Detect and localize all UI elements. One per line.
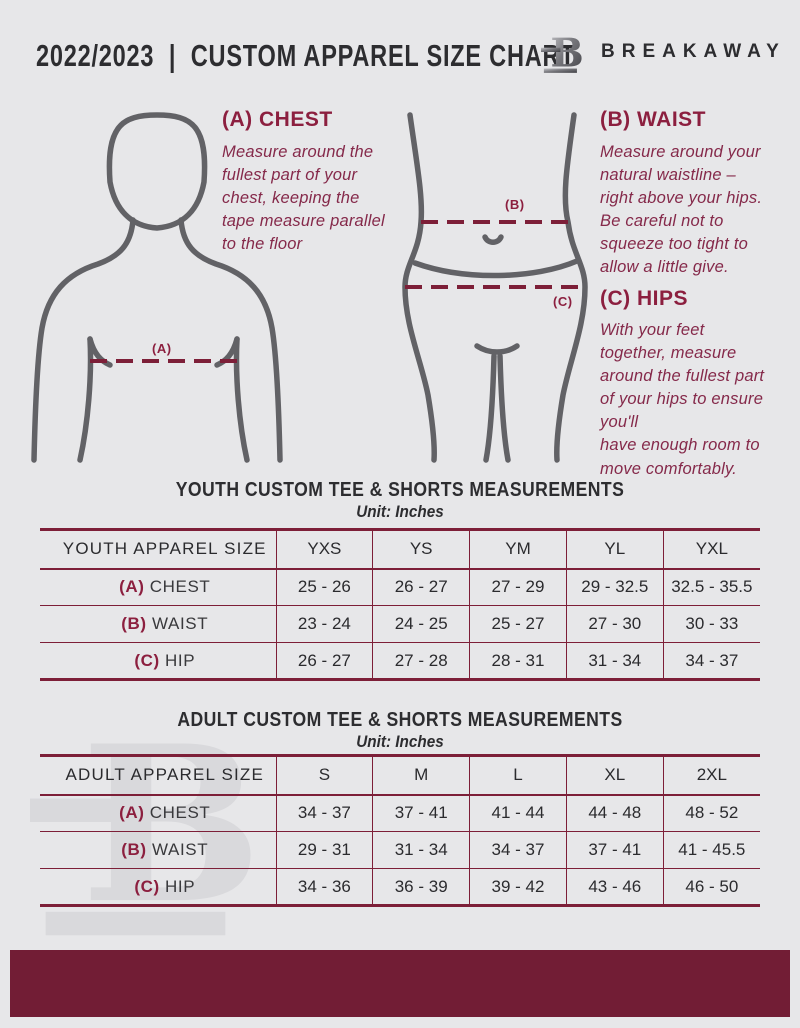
measurement-row-label: (A) CHEST xyxy=(40,795,276,832)
row-marker: (C) xyxy=(134,876,160,896)
adult-table-unit: Unit: Inches xyxy=(356,732,444,751)
measurement-cell: 44 - 48 xyxy=(565,794,664,832)
measurement-cell: 39 - 42 xyxy=(469,868,567,906)
chest-section-heading: (A) CHEST xyxy=(222,108,333,131)
measurement-cell: 28 - 31 xyxy=(469,642,567,680)
size-column-header: YXL xyxy=(662,529,760,570)
row-marker: (A) xyxy=(119,803,145,823)
row-name: CHEST xyxy=(144,577,211,597)
table-row: (C) HIP 26 - 27 27 - 28 28 - 31 31 - 34 34 - … xyxy=(40,642,760,680)
table-row: (B) WAIST 23 - 24 24 - 25 25 - 27 27 - 30 30 … xyxy=(40,605,760,643)
size-column-header: XL xyxy=(565,755,664,796)
row-marker: (C) xyxy=(134,650,160,670)
measurement-cell: 31 - 34 xyxy=(565,642,664,680)
hips-section-body: With your feet together, measure around … xyxy=(600,321,765,478)
size-column-header: M xyxy=(372,755,470,796)
measurement-cell: 29 - 31 xyxy=(275,831,373,869)
waist-section-heading: (B) WAIST xyxy=(600,108,706,131)
measurement-cell: 23 - 24 xyxy=(275,605,373,643)
measurement-cell: 25 - 27 xyxy=(469,605,567,643)
measurement-cell: 25 - 26 xyxy=(275,568,373,606)
measurement-cell: 24 - 25 xyxy=(372,605,470,643)
size-column-header: YXS xyxy=(275,529,373,570)
adult-size-table: ADULT APPAREL SIZE S M L XL 2XL (A) CHEST 34 - … xyxy=(40,754,760,907)
measurement-cell: 34 - 36 xyxy=(275,868,373,906)
measurement-cell: 27 - 28 xyxy=(372,642,470,680)
hips-measure-line xyxy=(405,285,586,289)
row-name: WAIST xyxy=(146,614,209,633)
row-marker: (B) xyxy=(121,614,147,633)
chest-section-body: Measure around the fullest part of your … xyxy=(222,143,385,254)
measurement-cell: 31 - 34 xyxy=(372,831,470,869)
size-column-header: YL xyxy=(565,529,664,570)
measurement-cell: 34 - 37 xyxy=(662,642,760,680)
measurement-row-label: (C) HIP xyxy=(40,868,276,906)
row-marker: (A) xyxy=(119,577,145,597)
measurement-cell: 43 - 46 xyxy=(565,868,664,906)
measurement-row-label: (A) CHEST xyxy=(40,569,276,606)
measurement-cell: 36 - 39 xyxy=(372,868,470,906)
measurement-cell: 37 - 41 xyxy=(372,794,470,832)
waist-line-marker: (B) xyxy=(505,197,525,212)
watermark-logo-icon: B xyxy=(30,698,263,951)
measurement-cell: 29 - 32.5 xyxy=(565,568,664,606)
measurement-table: YOUTH APPAREL SIZE YXS YS YM YL YXL (A) CHEST 2… xyxy=(40,528,760,681)
size-column-header: S xyxy=(275,755,373,796)
page-title: 2022/2023 | CUSTOM APPAREL SIZE CHART xyxy=(36,38,576,73)
size-column-header: YM xyxy=(469,529,567,570)
measurement-cell: 46 - 50 xyxy=(662,868,760,906)
measurement-cell: 41 - 45.5 xyxy=(662,831,760,869)
row-name: WAIST xyxy=(146,840,209,859)
youth-table-unit: Unit: Inches xyxy=(356,502,444,521)
size-column-header: 2XL xyxy=(662,755,760,796)
footer-bar xyxy=(10,950,790,1017)
table-header-row: ADULT APPAREL SIZE S M L XL 2XL xyxy=(40,755,760,796)
measurement-cell: 32.5 - 35.5 xyxy=(662,568,760,606)
chest-line-marker: (A) xyxy=(152,341,172,356)
table-row: (C) HIP 34 - 36 36 - 39 39 - 42 43 - 46 46 - … xyxy=(40,868,760,906)
chest-measure-line xyxy=(90,359,237,363)
measurement-row-label: (C) HIP xyxy=(40,642,276,680)
youth-size-table: YOUTH APPAREL SIZE YXS YS YM YL YXL (A) CHEST 2… xyxy=(40,528,760,681)
hips-section-heading: (C) HIPS xyxy=(600,287,688,310)
chest-figure-illustration xyxy=(31,112,283,463)
measurement-cell: 41 - 44 xyxy=(469,794,567,832)
adult-table-title: ADULT CUSTOM TEE & SHORTS MEASUREMENTS xyxy=(177,709,623,731)
measurement-row-label: (B) WAIST xyxy=(40,831,276,869)
measurement-cell: 26 - 27 xyxy=(275,642,373,680)
waist-section-body: Measure around your natural waistline – … xyxy=(600,143,763,277)
table-row: (A) CHEST 34 - 37 37 - 41 41 - 44 44 - 48 48 … xyxy=(40,794,760,832)
measurement-cell: 27 - 29 xyxy=(469,568,567,606)
row-name: HIP xyxy=(159,876,196,896)
size-column-header: YS xyxy=(372,529,470,570)
table-row: (B) WAIST 29 - 31 31 - 34 34 - 37 37 - 41 41 … xyxy=(40,831,760,869)
measurement-cell: 30 - 33 xyxy=(662,605,760,643)
svg-text:B: B xyxy=(81,698,263,951)
hips-line-marker: (C) xyxy=(553,294,573,309)
breakaway-logo-icon: B xyxy=(541,30,584,76)
measurement-cell: 37 - 41 xyxy=(565,831,664,869)
waist-measure-line xyxy=(421,220,569,224)
row-name: CHEST xyxy=(144,803,211,823)
measurement-cell: 26 - 27 xyxy=(372,568,470,606)
table-header-row: YOUTH APPAREL SIZE YXS YS YM YL YXL xyxy=(40,529,760,570)
row-marker: (B) xyxy=(121,840,147,859)
apparel-size-header: ADULT APPAREL SIZE xyxy=(40,755,276,796)
table-row: (A) CHEST 25 - 26 26 - 27 27 - 29 29 - 32.5 3… xyxy=(40,568,760,606)
measurement-row-label: (B) WAIST xyxy=(40,605,276,643)
measurement-table: ADULT APPAREL SIZE S M L XL 2XL (A) CHEST 34 - … xyxy=(40,754,760,907)
measurement-cell: 48 - 52 xyxy=(662,794,760,832)
row-name: HIP xyxy=(159,650,196,670)
brand-name: BREAKAWAY xyxy=(601,41,786,62)
size-column-header: L xyxy=(469,755,567,796)
youth-table-title: YOUTH CUSTOM TEE & SHORTS MEASUREMENTS xyxy=(175,479,625,501)
measurement-cell: 34 - 37 xyxy=(275,794,373,832)
measurement-cell: 34 - 37 xyxy=(469,831,567,869)
apparel-size-header: YOUTH APPAREL SIZE xyxy=(40,529,276,570)
measurement-cell: 27 - 30 xyxy=(565,605,664,643)
brand-lockup: B BREAKAWAY xyxy=(541,24,786,80)
